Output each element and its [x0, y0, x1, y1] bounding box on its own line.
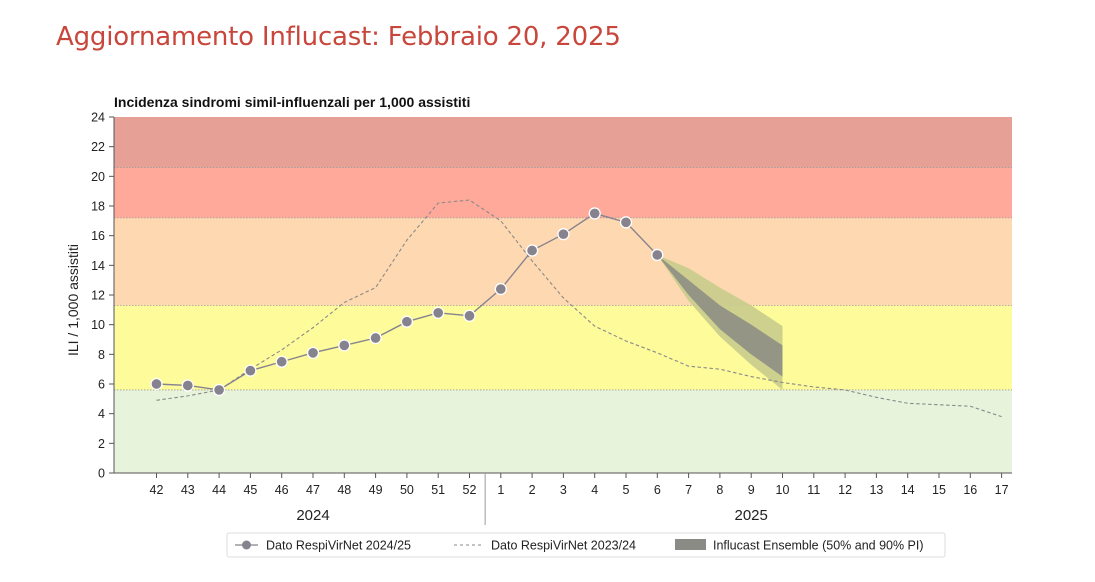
data-point [557, 228, 570, 241]
x-tick-label: 9 [748, 483, 755, 497]
y-tick-label: 20 [91, 170, 105, 184]
data-point [651, 248, 664, 262]
x-tick-label: 48 [337, 483, 351, 497]
legend: Dato RespiVirNet 2024/25 Dato RespiVirNe… [226, 532, 946, 558]
data-point [212, 383, 226, 397]
x-tick-label: 7 [685, 483, 692, 497]
data-point [150, 377, 163, 391]
threshold-band [114, 117, 1012, 168]
threshold-band [114, 305, 1012, 390]
y-tick-label: 6 [98, 378, 105, 392]
y-tick-label: 4 [98, 407, 105, 421]
data-point [244, 364, 257, 377]
data-point [400, 315, 414, 328]
x-tick-label: 8 [716, 483, 723, 497]
x-tick-label: 3 [560, 483, 567, 497]
x-tick-label: 47 [306, 483, 320, 497]
y-tick-label: 18 [91, 200, 105, 214]
x-tick-label: 17 [995, 483, 1009, 497]
x-tick-label: 46 [275, 483, 289, 497]
data-point [432, 306, 445, 319]
x-tick-label: 5 [623, 483, 630, 497]
legend-box [226, 532, 946, 558]
data-point [619, 216, 633, 229]
data-point [525, 244, 539, 257]
data-point [181, 379, 194, 392]
x-tick-label: 50 [400, 483, 414, 497]
legend-dot-icon [242, 540, 251, 550]
x-axis: 42 43 44 45 46 47 48 49 50 51 52 1 2 3 4 5 6 7 8 9 10 11 12 13 1… [114, 472, 1012, 525]
y-tick-label: 8 [98, 348, 105, 362]
y-tick-label: 0 [98, 467, 105, 481]
x-tick-label: 2 [529, 483, 536, 497]
year-label: 2025 [735, 507, 768, 524]
data-point [494, 282, 507, 296]
legend-item-2024-25[interactable]: Dato RespiVirNet 2024/25 [235, 539, 411, 553]
x-tick-label: 10 [776, 483, 790, 497]
threshold-band [114, 167, 1012, 218]
x-tick-label: 42 [150, 483, 164, 497]
data-point [463, 309, 476, 322]
data-point [306, 346, 320, 360]
threshold-bands [114, 117, 1012, 473]
series-line-2023-24 [156, 199, 1002, 418]
x-tick-label: 44 [212, 483, 226, 497]
legend-label: Dato RespiVirNet 2023/24 [491, 539, 636, 553]
x-tick-label: 6 [654, 483, 661, 497]
legend-item-2023-24[interactable]: Dato RespiVirNet 2023/24 [454, 539, 636, 553]
x-tick-label: 52 [463, 483, 477, 497]
x-tick-label: 14 [901, 483, 915, 497]
forecast-interval [657, 254, 783, 390]
x-tick-label: 13 [869, 483, 883, 497]
legend-label: Influcast Ensemble (50% and 90% PI) [713, 539, 924, 553]
y-tick-label: 12 [91, 289, 105, 303]
x-tick-label: 12 [838, 483, 852, 497]
data-point [588, 207, 601, 220]
data-point [369, 331, 382, 345]
y-tick-label: 14 [91, 259, 105, 273]
x-tick-label: 49 [369, 483, 383, 497]
x-tick-label: 51 [431, 483, 445, 497]
legend-item-ensemble[interactable]: Influcast Ensemble (50% and 90% PI) [675, 539, 924, 553]
x-tick-label: 4 [591, 483, 598, 497]
x-tick-label: 15 [932, 483, 946, 497]
y-tick-label: 22 [91, 140, 105, 154]
threshold-band [114, 389, 1012, 473]
x-tick-label: 45 [243, 483, 257, 497]
data-point [338, 339, 351, 352]
y-tick-label: 24 [91, 111, 105, 125]
page-title: Aggiornamento Influcast: Febbraio 20, 20… [56, 22, 621, 52]
y-tick-label: 2 [98, 437, 105, 451]
y-tick-label: 10 [91, 318, 105, 332]
x-tick-label: 43 [181, 483, 195, 497]
forecast-pi50-band [657, 254, 783, 377]
data-point [275, 355, 288, 368]
legend-box-icon [675, 539, 706, 550]
year-label: 2024 [296, 507, 329, 524]
x-tick-label: 1 [497, 483, 504, 497]
series-lines [150, 199, 1002, 418]
y-axis-label: ILI / 1,000 assistiti [65, 244, 81, 356]
chart-title: Incidenza sindromi simil-influenzali per… [114, 94, 470, 110]
legend-label: Dato RespiVirNet 2024/25 [266, 539, 411, 553]
y-tick-label: 16 [91, 229, 105, 243]
x-tick-label: 11 [807, 483, 820, 497]
x-tick-label: 16 [963, 483, 977, 497]
